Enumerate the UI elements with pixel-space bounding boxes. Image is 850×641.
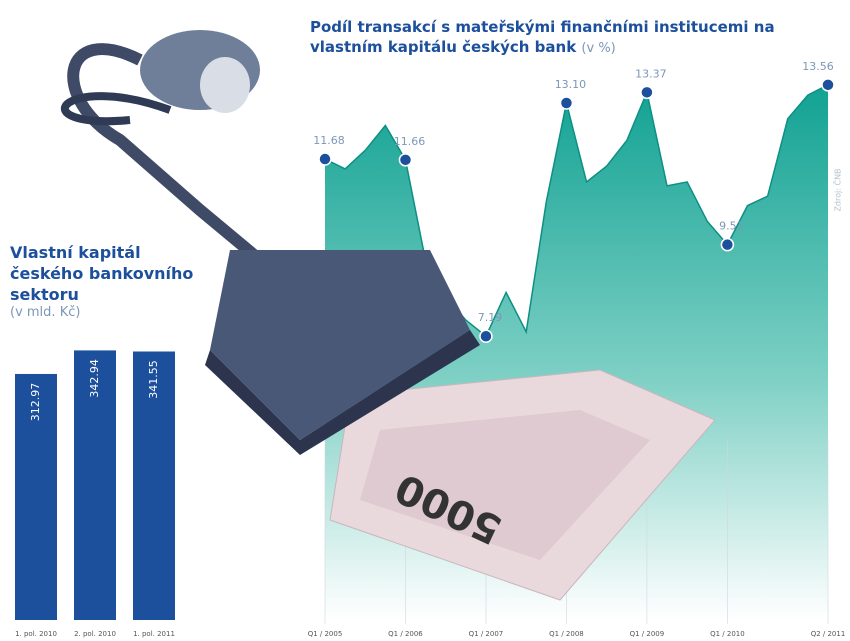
bar-value-label: 342.94 (88, 359, 101, 398)
x-tick-label: 1. pol. 2010 (15, 630, 57, 638)
bar (74, 350, 116, 620)
x-tick-label: Q1 / 2010 (710, 630, 745, 638)
value-label: 11.68 (313, 134, 345, 147)
vacuum-illustration: 5000 (61, 30, 716, 601)
x-tick-label: 1. pol. 2011 (133, 630, 175, 638)
bar-subtitle: (v mld. Kč) (10, 305, 81, 321)
line-title-block: Podíl transakcí s mateřskými finančními … (310, 18, 800, 57)
marker (479, 329, 493, 343)
source: Zdroj: ČNB (832, 168, 843, 211)
bar (133, 351, 175, 620)
value-label: 13.10 (555, 78, 587, 91)
line-title: Podíl transakcí s mateřskými finančními … (310, 18, 775, 56)
line-subtitle: (v %) (581, 40, 616, 56)
bar-value-label: 312.97 (29, 383, 42, 422)
marker (318, 152, 332, 166)
x-tick-label: Q1 / 2007 (469, 630, 504, 638)
x-tick-label: Q1 / 2005 (308, 630, 343, 638)
marker (398, 153, 413, 167)
x-tick-label: Q1 / 2006 (388, 630, 423, 638)
x-tick-label: Q1 / 2009 (630, 630, 665, 638)
value-label: 13.37 (635, 67, 667, 80)
bar-title-block: Vlastní kapitál českého bankovního sekto… (10, 243, 195, 322)
marker (559, 96, 574, 110)
x-tick-label: Q1 / 2008 (549, 630, 584, 638)
marker (821, 78, 835, 92)
bar (15, 373, 57, 620)
value-label: 11.66 (394, 135, 426, 148)
x-tick-label: 2. pol. 2010 (74, 630, 116, 638)
bar-title: Vlastní kapitál českého bankovního sekto… (10, 243, 194, 304)
marker (720, 237, 735, 252)
value-label: 9.51 (719, 220, 744, 233)
value-label: 7.19 (478, 311, 503, 324)
bar-value-label: 341.55 (147, 360, 160, 399)
x-tick-label: Q2 / 2011 (811, 630, 846, 638)
value-label: 13.56 (802, 60, 834, 73)
line (324, 84, 829, 338)
marker (640, 85, 654, 100)
